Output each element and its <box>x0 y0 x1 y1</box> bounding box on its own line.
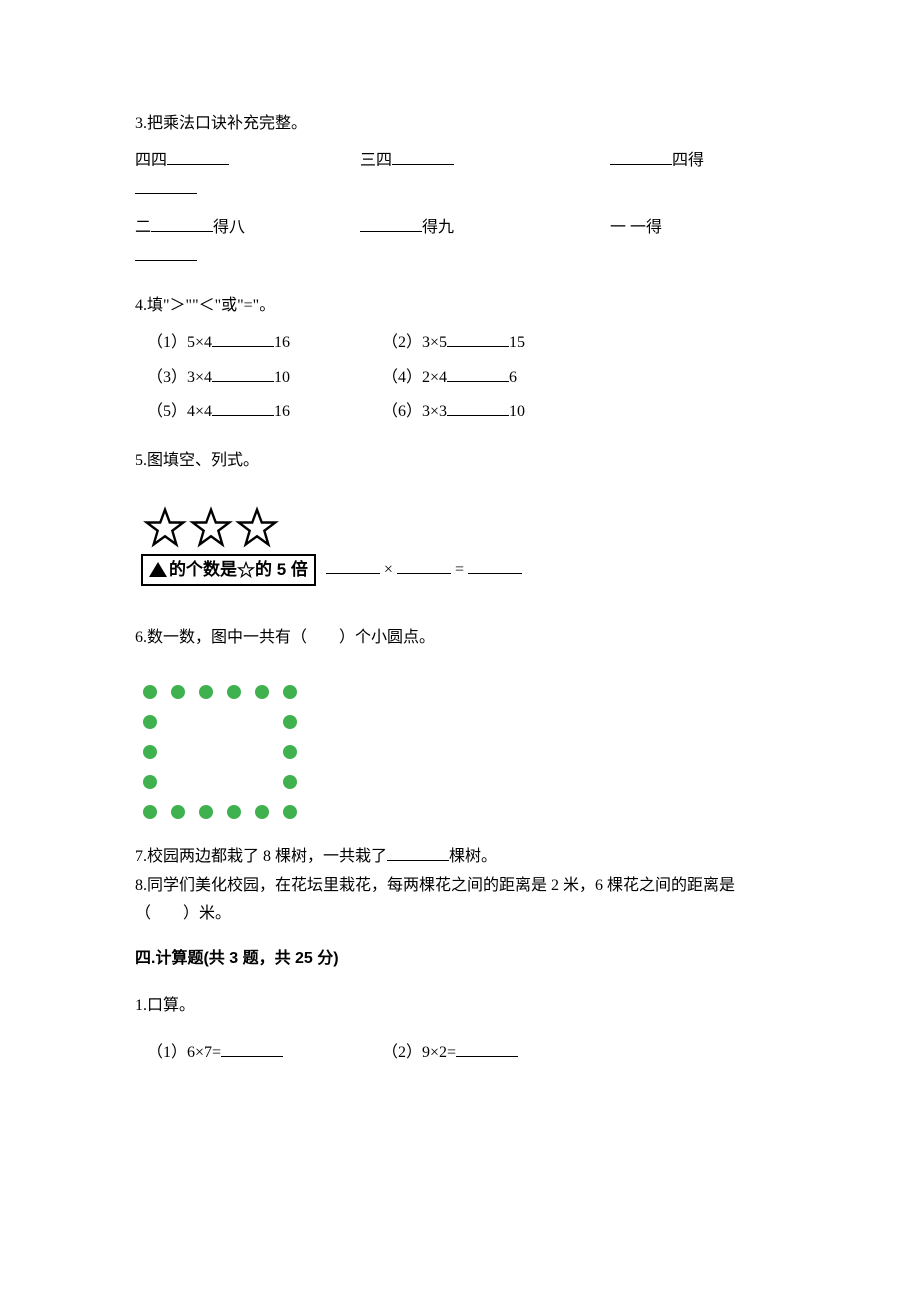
compare-lhs: （6）3×3 <box>382 403 447 420</box>
q3-r2c: 一 一得 <box>610 219 662 236</box>
q5: 5.图填空、列式。 的个数是 的 5 倍 × = <box>135 447 785 586</box>
compare-rhs: 6 <box>509 369 517 386</box>
q3-row2: 二 得八 得九 一 一得 <box>135 214 785 243</box>
ratio-pre: 的个数是 <box>169 555 237 586</box>
compare-rhs: 15 <box>509 334 525 351</box>
compare-item: （2）3×5 15 <box>382 329 617 358</box>
section4-title: 四.计算题(共 3 题，共 25 分) <box>135 945 785 974</box>
blank[interactable] <box>167 149 229 165</box>
triangle-icon <box>149 562 167 577</box>
compare-rhs: 10 <box>274 369 290 386</box>
blank[interactable] <box>360 216 422 232</box>
dots-grid <box>143 685 303 823</box>
blank[interactable] <box>212 400 274 416</box>
stars-row <box>143 506 785 550</box>
star-icon <box>237 561 255 579</box>
compare-item: （4）2×4 6 <box>382 364 617 393</box>
dot-icon <box>255 685 269 699</box>
blank[interactable] <box>468 558 522 574</box>
s4-q1: 1.口算。 （1）6×7= （2）9×2= <box>135 992 785 1068</box>
blank[interactable] <box>326 558 380 574</box>
dot-icon <box>283 745 297 759</box>
compare-rhs: 10 <box>509 403 525 420</box>
q5-prompt: 5.图填空、列式。 <box>135 447 785 476</box>
q7-b: 棵树。 <box>449 848 497 865</box>
compare-row: （1）5×4 16 （2）3×5 15 <box>147 329 785 358</box>
calc-2: （2）9×2= <box>382 1044 456 1061</box>
calc-1: （1）6×7= <box>147 1044 221 1061</box>
dot-icon <box>143 805 157 819</box>
blank[interactable] <box>221 1041 283 1057</box>
q6: 6.数一数，图中一共有（ ）个小圆点。 <box>135 624 785 823</box>
ratio-line: 的个数是 的 5 倍 × = <box>135 554 785 586</box>
eq-op: = <box>455 561 464 578</box>
blank[interactable] <box>135 245 197 261</box>
q3-r2b: 得九 <box>422 219 454 236</box>
compare-lhs: （5）4×4 <box>147 403 212 420</box>
dot-icon <box>199 685 213 699</box>
ratio-suf: 的 5 倍 <box>255 555 308 586</box>
s4-q1-prompt: 1.口算。 <box>135 992 785 1021</box>
q3-row1: 四四 三四 四得 <box>135 147 785 176</box>
dot-icon <box>143 745 157 759</box>
compare-lhs: （3）3×4 <box>147 369 212 386</box>
star-icon <box>235 506 279 550</box>
blank[interactable] <box>212 366 274 382</box>
dot-icon <box>283 685 297 699</box>
dot-icon <box>283 775 297 789</box>
times-op: × <box>384 561 393 578</box>
dot-icon <box>171 805 185 819</box>
q7-a: 7.校园两边都栽了 8 棵树，一共栽了 <box>135 848 387 865</box>
blank[interactable] <box>610 149 672 165</box>
blank[interactable] <box>392 149 454 165</box>
q8: 8.同学们美化校园，在花坛里栽花，每两棵花之间的距离是 2 米，6 棵花之间的距… <box>135 872 785 930</box>
blank[interactable] <box>387 845 449 861</box>
compare-rhs: 16 <box>274 334 290 351</box>
dot-icon <box>227 685 241 699</box>
q4-prompt: 4.填"＞""＜"或"="。 <box>135 292 785 321</box>
compare-lhs: （1）5×4 <box>147 334 212 351</box>
compare-row: （3）3×4 10 （4）2×4 6 <box>147 364 785 393</box>
dot-icon <box>227 805 241 819</box>
calc-row: （1）6×7= （2）9×2= <box>147 1039 785 1068</box>
dot-icon <box>283 805 297 819</box>
ratio-box: 的个数是 的 5 倍 <box>141 554 316 586</box>
q4: 4.填"＞""＜"或"="。 （1）5×416（2）3×515（3）3×410（… <box>135 292 785 427</box>
dot-icon <box>143 685 157 699</box>
blank[interactable] <box>212 331 274 347</box>
q3-prompt: 3.把乘法口诀补充完整。 <box>135 110 785 139</box>
blank[interactable] <box>447 400 509 416</box>
q6-prompt: 6.数一数，图中一共有（ ）个小圆点。 <box>135 624 785 653</box>
blank[interactable] <box>447 331 509 347</box>
dot-icon <box>199 805 213 819</box>
blank[interactable] <box>456 1041 518 1057</box>
dot-icon <box>255 805 269 819</box>
compare-item: （1）5×4 16 <box>147 329 382 358</box>
blank[interactable] <box>397 558 451 574</box>
compare-lhs: （2）3×5 <box>382 334 447 351</box>
compare-row: （5）4×4 16 （6）3×3 10 <box>147 398 785 427</box>
compare-item: （3）3×4 10 <box>147 364 382 393</box>
dot-icon <box>171 685 185 699</box>
blank[interactable] <box>447 366 509 382</box>
compare-item: （5）4×4 16 <box>147 398 382 427</box>
compare-lhs: （4）2×4 <box>382 369 447 386</box>
q7: 7.校园两边都栽了 8 棵树，一共栽了 棵树。 <box>135 843 785 872</box>
q3-r1b: 三四 <box>360 152 392 169</box>
blank[interactable] <box>135 178 197 194</box>
star-icon <box>189 506 233 550</box>
q3-r1a: 四四 <box>135 152 167 169</box>
dot-icon <box>143 775 157 789</box>
dot-icon <box>143 715 157 729</box>
q8-text: 8.同学们美化校园，在花坛里栽花，每两棵花之间的距离是 2 米，6 棵花之间的距… <box>135 877 735 923</box>
q3: 3.把乘法口诀补充完整。 四四 三四 四得 二 得八 得九 一 一得 <box>135 110 785 272</box>
q3-r2a-pre: 二 <box>135 219 151 236</box>
star-icon <box>143 506 187 550</box>
q3-r1c: 四得 <box>672 152 704 169</box>
q3-r2a-suf: 得八 <box>213 219 245 236</box>
compare-item: （6）3×3 10 <box>382 398 617 427</box>
compare-rhs: 16 <box>274 403 290 420</box>
blank[interactable] <box>151 216 213 232</box>
dot-icon <box>283 715 297 729</box>
